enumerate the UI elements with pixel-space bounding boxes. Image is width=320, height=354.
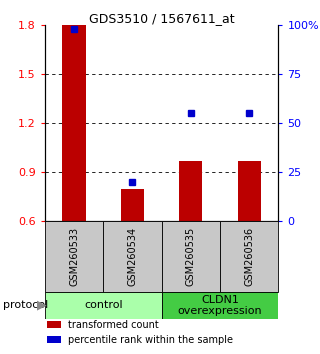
Bar [47, 321, 61, 328]
Bar [220, 221, 278, 292]
Bar [179, 161, 203, 221]
Text: ▶: ▶ [37, 299, 46, 312]
Text: GSM260535: GSM260535 [186, 227, 196, 286]
Bar [237, 161, 261, 221]
Text: control: control [84, 300, 123, 310]
Bar [45, 221, 103, 292]
Text: GSM260536: GSM260536 [244, 227, 254, 286]
Bar [162, 292, 278, 319]
Text: transformed count: transformed count [68, 320, 159, 330]
Bar [47, 336, 61, 343]
Text: percentile rank within the sample: percentile rank within the sample [68, 335, 233, 344]
Bar [62, 25, 86, 221]
Text: protocol: protocol [3, 300, 48, 310]
Bar [103, 221, 162, 292]
Bar [45, 292, 162, 319]
Text: GSM260534: GSM260534 [127, 227, 137, 286]
Text: GSM260533: GSM260533 [69, 227, 79, 286]
Title: GDS3510 / 1567611_at: GDS3510 / 1567611_at [89, 12, 235, 25]
Bar [162, 221, 220, 292]
Bar [121, 188, 144, 221]
Text: CLDN1
overexpression: CLDN1 overexpression [178, 295, 262, 316]
